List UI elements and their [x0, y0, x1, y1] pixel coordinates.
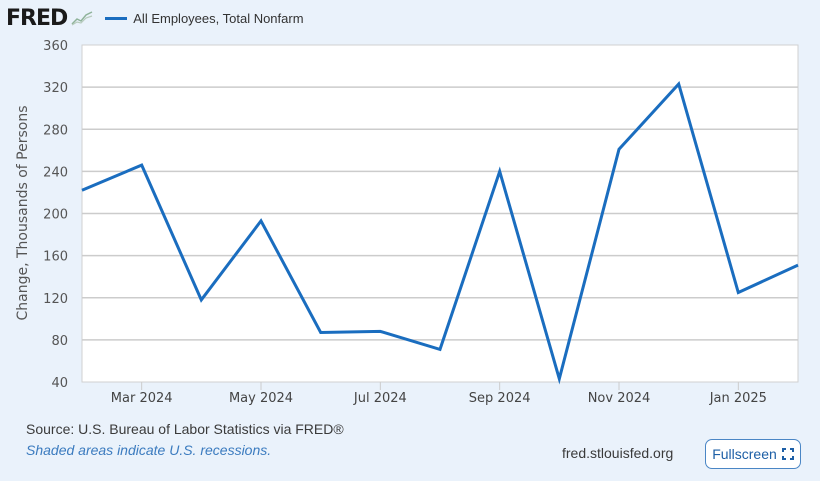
line-chart: 40 80 120 160 200 240 280 320 360 Mar 2024 May 20…	[15, 39, 799, 406]
y-tick-label: 120	[43, 292, 68, 307]
legend-label: All Employees, Total Nonfarm	[133, 10, 304, 26]
source-text: Source: U.S. Bureau of Labor Statistics …	[26, 421, 344, 437]
chart-header: FRED All Employees, Total Nonfarm	[6, 5, 304, 31]
y-axis-ticks: 40 80 120 160 200 240 280 320 360	[43, 39, 68, 391]
site-link[interactable]: fred.stlouisfed.org	[562, 445, 674, 461]
y-tick-label: 280	[43, 123, 68, 138]
x-tick-label: Nov 2024	[588, 391, 651, 406]
y-tick-label: 320	[43, 81, 68, 96]
fullscreen-label: Fullscreen	[712, 446, 777, 462]
x-tick-label: Sep 2024	[469, 391, 531, 406]
y-tick-label: 200	[43, 208, 68, 223]
y-tick-label: 360	[43, 39, 68, 54]
series-line[interactable]	[81, 81, 799, 385]
y-tick-label: 160	[43, 250, 68, 265]
fullscreen-button[interactable]: Fullscreen	[705, 439, 801, 469]
x-tick-label: May 2024	[229, 391, 293, 406]
y-tick-label: 40	[51, 376, 68, 391]
legend-line-swatch	[105, 16, 128, 20]
x-axis-ticks: Mar 2024 May 2024 Jul 2024 Sep 2024 Nov 2024…	[111, 382, 767, 406]
x-tick-label: Mar 2024	[111, 391, 173, 406]
fred-logo[interactable]: FRED	[6, 5, 68, 31]
y-tick-label: 80	[51, 334, 68, 349]
fred-graph-icon	[71, 11, 93, 26]
legend-item[interactable]: All Employees, Total Nonfarm	[105, 10, 304, 26]
x-tick-label: Jan 2025	[709, 391, 767, 406]
y-tick-label: 240	[43, 165, 68, 180]
y-axis-label: Change, Thousands of Persons	[15, 105, 31, 320]
recession-note: Shaded areas indicate U.S. recessions.	[26, 442, 272, 458]
fullscreen-icon	[781, 448, 794, 460]
x-tick-label: Jul 2024	[353, 391, 407, 406]
